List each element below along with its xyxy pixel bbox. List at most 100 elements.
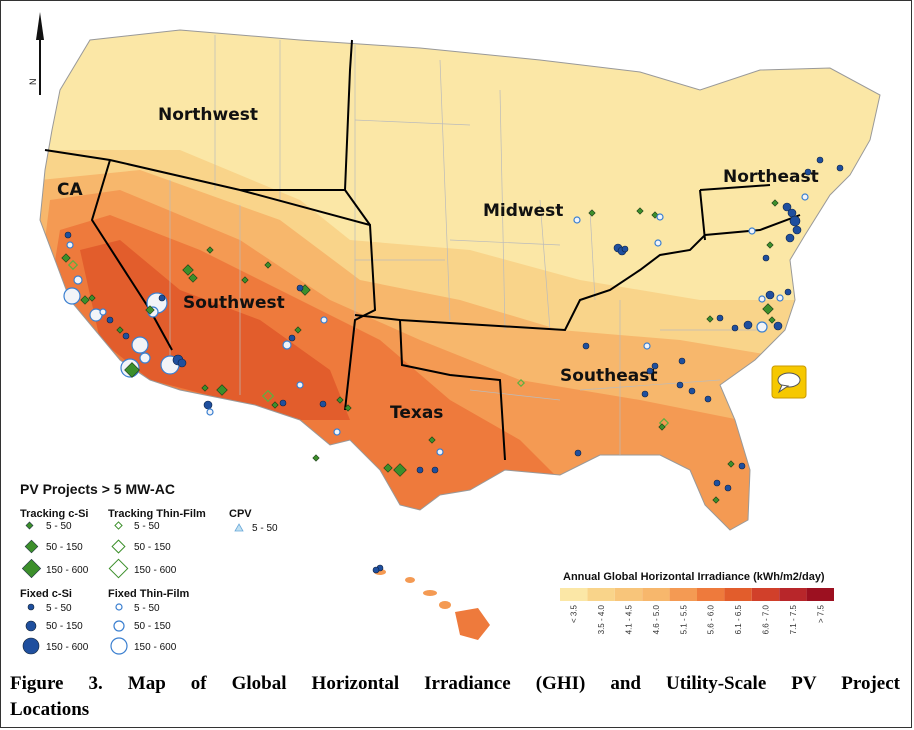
project-marker xyxy=(716,314,724,322)
project-marker xyxy=(383,463,393,473)
legend-symbol-fixed-csi-medium xyxy=(25,620,37,632)
project-marker xyxy=(241,276,249,284)
project-marker xyxy=(73,275,83,285)
legend-symbol-tracking-csi-small xyxy=(25,521,34,530)
project-marker xyxy=(738,462,746,470)
project-marker xyxy=(762,303,774,315)
legend-item-cpv: 5 - 50 xyxy=(252,523,278,534)
project-marker xyxy=(282,340,292,350)
state-lines xyxy=(169,35,760,455)
project-marker xyxy=(713,479,721,487)
region-label-ca: CA xyxy=(57,180,83,200)
scale-bins: < 3.5 3.5 - 4.0 4.1 - 4.5 4.6 - 5.0 5.1 - 5.… xyxy=(560,588,834,634)
project-marker xyxy=(516,378,526,388)
project-marker xyxy=(641,390,649,398)
project-marker xyxy=(203,400,213,410)
project-marker xyxy=(294,326,302,334)
project-marker xyxy=(756,321,768,333)
scale-bin-label: 4.6 - 5.0 xyxy=(652,604,661,634)
project-marker xyxy=(724,484,732,492)
project-marker xyxy=(678,357,686,365)
project-marker xyxy=(785,233,795,243)
project-marker xyxy=(182,264,194,276)
project-marker xyxy=(789,215,801,227)
project-marker xyxy=(372,566,380,574)
legend-item-fixed-csi-large: 150 - 600 xyxy=(46,642,89,653)
project-marker xyxy=(139,352,151,364)
region-label-northeast: Northeast xyxy=(723,167,819,187)
legend-symbol-tracking-tf-medium xyxy=(111,539,126,554)
project-marker xyxy=(676,381,684,389)
project-marker xyxy=(766,241,774,249)
project-marker xyxy=(431,466,439,474)
legend-item-tracking-csi-large: 150 - 600 xyxy=(46,565,89,576)
project-marker xyxy=(731,324,739,332)
scale-swatch xyxy=(614,588,643,601)
legend-item-tracking-csi-small: 5 - 50 xyxy=(46,521,72,532)
scale-bin-label: 5.1 - 5.5 xyxy=(679,604,688,634)
scale-bin-label: 4.1 - 4.5 xyxy=(625,604,634,634)
project-marker xyxy=(67,259,79,271)
legend-symbol-fixed-csi-small xyxy=(27,603,35,611)
project-marker xyxy=(122,332,130,340)
project-marker xyxy=(201,384,209,392)
scale-bin-label: > 7.5 xyxy=(816,604,825,623)
project-marker xyxy=(216,384,228,396)
project-marker xyxy=(658,423,666,431)
scale-swatch xyxy=(642,588,670,601)
project-marker xyxy=(636,207,644,215)
region-label-northwest: Northwest xyxy=(158,105,258,125)
project-marker xyxy=(106,316,114,324)
region-label-southeast: Southeast xyxy=(560,366,658,386)
project-marker xyxy=(646,367,654,375)
region-label-midwest: Midwest xyxy=(483,201,563,221)
legend-symbol-cpv xyxy=(234,523,244,532)
region-label-southwest: Southwest xyxy=(183,293,285,313)
project-markers xyxy=(61,156,844,574)
project-marker xyxy=(64,231,72,239)
irradiance-scale: Annual Global Horizontal Irradiance (kWh… xyxy=(560,571,834,634)
scale-bin-label: 6.6 - 7.0 xyxy=(762,604,771,634)
project-marker xyxy=(131,336,149,354)
legend-heading-cpv: CPV xyxy=(229,508,252,520)
project-marker xyxy=(743,320,753,330)
project-marker xyxy=(206,408,214,416)
region-label-texas: Texas xyxy=(390,403,443,423)
north-arrow: N xyxy=(28,12,44,95)
project-marker xyxy=(727,460,735,468)
project-marker xyxy=(782,202,792,212)
project-marker xyxy=(177,358,187,368)
project-marker xyxy=(288,334,296,342)
scale-swatch xyxy=(560,588,588,601)
project-marker xyxy=(784,288,792,296)
legend-item-fixed-csi-medium: 50 - 150 xyxy=(46,621,83,632)
scale-swatch xyxy=(751,588,780,601)
legend-heading-tracking-csi: Tracking c-Si xyxy=(20,508,88,520)
project-marker xyxy=(574,449,582,457)
project-marker xyxy=(319,400,327,408)
project-marker xyxy=(428,436,436,444)
project-marker xyxy=(416,466,424,474)
legend-item-fixed-tf-small: 5 - 50 xyxy=(134,603,160,614)
project-marker xyxy=(436,448,444,456)
project-marker xyxy=(336,396,344,404)
project-marker xyxy=(654,239,662,247)
pv-legend: PV Projects > 5 MW-AC Tracking c-Si 5 - … xyxy=(20,481,278,655)
us-outline xyxy=(39,29,881,531)
project-marker xyxy=(573,216,581,224)
project-marker xyxy=(264,261,272,269)
ghi-map: N Northwest CA Southwest Midwest Northea… xyxy=(20,12,881,655)
comment-icon[interactable] xyxy=(771,365,807,399)
legend-symbol-tracking-tf-small xyxy=(114,521,123,530)
scale-title: Annual Global Horizontal Irradiance (kWh… xyxy=(563,571,825,583)
scale-swatch xyxy=(779,588,807,601)
project-marker xyxy=(80,295,90,305)
project-marker xyxy=(206,246,214,254)
project-marker xyxy=(66,241,74,249)
project-marker xyxy=(836,164,844,172)
legend-item-tracking-csi-medium: 50 - 150 xyxy=(46,542,83,553)
project-marker xyxy=(320,316,328,324)
scale-swatch xyxy=(806,588,834,601)
legend-title: PV Projects > 5 MW-AC xyxy=(20,481,175,497)
